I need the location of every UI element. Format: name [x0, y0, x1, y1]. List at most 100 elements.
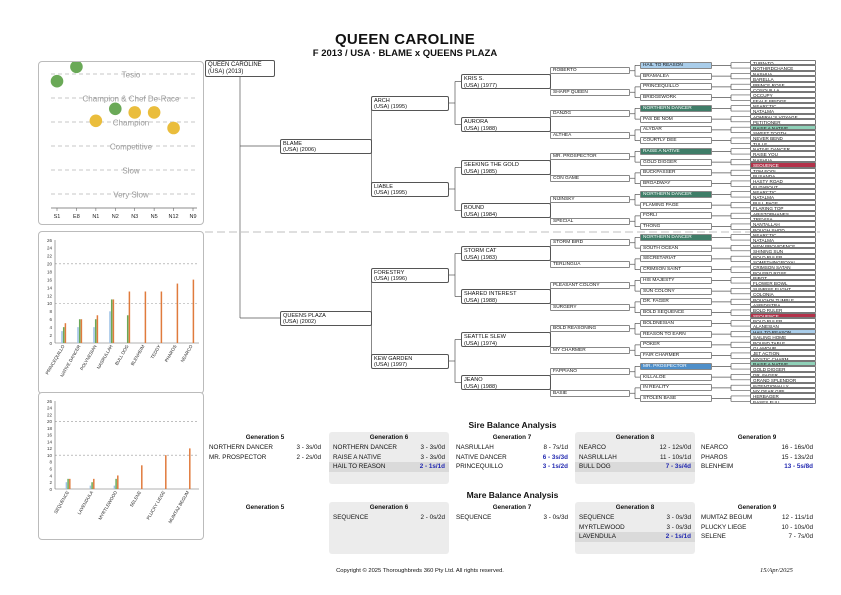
gen6-ancestor[interactable]: FLOWER BOWL: [750, 280, 816, 286]
gen6-ancestor[interactable]: RAISE A NATIVE: [750, 124, 816, 130]
gen5-ancestor[interactable]: BROADWAY: [640, 180, 712, 188]
gen6-ancestor[interactable]: NASHUA: [750, 156, 816, 163]
great-grandparent-box[interactable]: JEANO (USA) (1988): [461, 375, 551, 390]
gen5-ancestor[interactable]: BRAMALEA: [640, 72, 712, 80]
gen6-ancestor[interactable]: TREVISA: [750, 215, 816, 222]
gen5-ancestor[interactable]: THONG: [640, 223, 712, 231]
gen6-ancestor[interactable]: FLARING TOP: [750, 205, 816, 211]
grandparent-box[interactable]: ARCH (USA) (1995): [371, 95, 449, 111]
great-grandparent-box[interactable]: BOUND (USA) (1984): [461, 203, 551, 218]
gen5-ancestor[interactable]: ALYDAR: [640, 126, 712, 134]
gen5-ancestor[interactable]: PRINCEQUILLO: [640, 83, 712, 91]
gen6-ancestor[interactable]: NASHUA: [750, 70, 816, 77]
gen4-ancestor[interactable]: ROBERTO: [550, 67, 630, 75]
gen6-ancestor[interactable]: SOMETHINGROYAL: [750, 258, 816, 265]
gen6-ancestor[interactable]: TOM FOOL: [750, 167, 816, 173]
gen4-ancestor[interactable]: BOLD REASONING: [550, 325, 630, 333]
gen4-ancestor[interactable]: MR. PROSPECTOR: [550, 153, 630, 161]
gen6-ancestor[interactable]: RIBOT: [750, 275, 816, 281]
gen6-ancestor[interactable]: GOLD DIGGER: [750, 366, 816, 372]
gen5-ancestor[interactable]: KILLALOE: [640, 373, 712, 381]
gen6-ancestor[interactable]: BOLD RULER: [750, 318, 816, 324]
gen4-ancestor[interactable]: CON GAME: [550, 174, 630, 182]
gen6-ancestor[interactable]: TULLE: [750, 140, 816, 147]
gen6-ancestor[interactable]: PRINCE ROSE: [750, 81, 816, 87]
gen5-ancestor[interactable]: MR. PROSPECTOR: [640, 362, 712, 370]
gen6-ancestor[interactable]: BOLD RULER: [750, 307, 816, 313]
great-grandparent-box[interactable]: SHARED INTEREST (USA) (1988): [461, 289, 551, 304]
gen4-ancestor[interactable]: SHARP QUEEN: [550, 88, 630, 96]
gen5-ancestor[interactable]: NORTHERN DANCER: [640, 190, 712, 198]
gen5-ancestor[interactable]: FORLI: [640, 212, 712, 220]
gen6-ancestor[interactable]: BARELLA: [750, 76, 816, 82]
gen6-ancestor[interactable]: PETITIONER: [750, 119, 816, 125]
gen6-ancestor[interactable]: COLONIA: [750, 291, 816, 297]
gen5-ancestor[interactable]: BUCKPASSER: [640, 169, 712, 177]
gen5-ancestor[interactable]: SECRETARIAT: [640, 255, 712, 263]
great-grandparent-box[interactable]: STORM CAT (USA) (1983): [461, 246, 551, 261]
gen6-ancestor[interactable]: NATALMA: [750, 237, 816, 243]
gen6-ancestor[interactable]: ADMIRAL'S VOYAGE: [750, 113, 816, 120]
gen6-ancestor[interactable]: MY DEAR GIRL: [750, 387, 816, 394]
gen6-ancestor[interactable]: COSQUILLA: [750, 86, 816, 93]
gen5-ancestor[interactable]: NORTHERN DANCER: [640, 233, 712, 241]
gen4-ancestor[interactable]: SPECIAL: [550, 217, 630, 225]
gen4-ancestor[interactable]: BASIE: [550, 389, 630, 397]
sire-dam-box[interactable]: QUEENS PLAZA (USA) (2002): [280, 310, 372, 326]
gen6-ancestor[interactable]: SWEET TOOTH: [750, 129, 816, 136]
gen4-ancestor[interactable]: TERLINGUA: [550, 260, 630, 268]
gen6-ancestor[interactable]: NEARCTIC: [750, 103, 816, 109]
gen6-ancestor[interactable]: HASTY ROAD: [750, 178, 816, 184]
gen5-ancestor[interactable]: REASON TO EARN: [640, 330, 712, 338]
gen6-ancestor[interactable]: GLAMOUR: [750, 344, 816, 351]
gen6-ancestor[interactable]: NATIVE DANCER: [750, 146, 816, 152]
gen6-ancestor[interactable]: SHINING SUN: [750, 248, 816, 254]
gen4-ancestor[interactable]: STORM BIRD: [550, 239, 630, 247]
gen5-ancestor[interactable]: COURTLY DEE: [640, 137, 712, 145]
gen6-ancestor[interactable]: SAILING HOME: [750, 334, 816, 340]
sire-dam-box[interactable]: BLAME (USA) (2006): [280, 138, 372, 154]
gen5-ancestor[interactable]: BRIDGEWORK: [640, 94, 712, 102]
gen6-ancestor[interactable]: HAIL TO REASON: [750, 328, 816, 335]
gen5-ancestor[interactable]: FAIR CHARMER: [640, 352, 712, 360]
gen5-ancestor[interactable]: BOLD SEQUENCE: [640, 309, 712, 317]
gen6-ancestor[interactable]: FEALE BRIDGE: [750, 97, 816, 104]
gen5-ancestor[interactable]: SOUTH OCEAN: [640, 244, 712, 252]
gen6-ancestor[interactable]: ROUGH'N TUMBLE: [750, 296, 816, 302]
gen5-ancestor[interactable]: NORTHERN DANCER: [640, 104, 712, 112]
gen6-ancestor[interactable]: SUNRISE FLIGHT: [750, 285, 816, 292]
gen6-ancestor[interactable]: NATALMA: [750, 108, 816, 114]
gen6-ancestor[interactable]: ROUND TABLE: [750, 339, 816, 345]
grandparent-box[interactable]: LIABLE (USA) (1995): [371, 181, 449, 197]
gen6-ancestor[interactable]: TURN-TO: [750, 60, 816, 66]
gen6-ancestor[interactable]: BASES FULL: [750, 398, 816, 405]
grandparent-box[interactable]: FORESTRY (USA) (1996): [371, 267, 449, 283]
great-grandparent-box[interactable]: SEEKING THE GOLD (USA) (1985): [461, 160, 551, 175]
gen5-ancestor[interactable]: IN REALITY: [640, 384, 712, 392]
gen6-ancestor[interactable]: SEQUENCE: [750, 312, 816, 319]
gen5-ancestor[interactable]: FLAMING PAGE: [640, 201, 712, 209]
gen5-ancestor[interactable]: DR. FAGER: [640, 298, 712, 306]
gen6-ancestor[interactable]: CRIMSON SATAN: [750, 264, 816, 270]
gen6-ancestor[interactable]: NEW PROVIDENCE: [750, 242, 816, 249]
gen5-ancestor[interactable]: GOLD DIGGER: [640, 158, 712, 166]
gen6-ancestor[interactable]: HERBAGER: [750, 393, 816, 399]
gen6-ancestor[interactable]: SEQUENCE: [750, 162, 816, 168]
gen6-ancestor[interactable]: NEARCTIC: [750, 232, 816, 238]
subject-horse[interactable]: QUEEN CAROLINE (USA) (2013): [205, 60, 275, 77]
gen6-ancestor[interactable]: NATALMA: [750, 194, 816, 200]
gen4-ancestor[interactable]: NIJINSKY: [550, 196, 630, 204]
gen5-ancestor[interactable]: SUN COLONY: [640, 287, 712, 295]
gen5-ancestor[interactable]: HIS MAJESTY: [640, 276, 712, 284]
gen4-ancestor[interactable]: FAPPIANO: [550, 368, 630, 376]
gen4-ancestor[interactable]: SURGERY: [550, 303, 630, 311]
gen6-ancestor[interactable]: ASPIDISTRA: [750, 301, 816, 308]
gen4-ancestor[interactable]: ALTHEA: [550, 131, 630, 139]
gen5-ancestor[interactable]: PAS DE NOM: [640, 115, 712, 123]
gen6-ancestor[interactable]: FLITABOUT: [750, 183, 816, 190]
gen4-ancestor[interactable]: MY CHARMER: [550, 346, 630, 354]
gen6-ancestor[interactable]: RAISE A NATIVE: [750, 361, 816, 367]
gen6-ancestor[interactable]: JET ACTION: [750, 350, 816, 356]
gen6-ancestor[interactable]: GRAND SPLENDOR: [750, 377, 816, 383]
gen6-ancestor[interactable]: DR. FAGER: [750, 371, 816, 378]
